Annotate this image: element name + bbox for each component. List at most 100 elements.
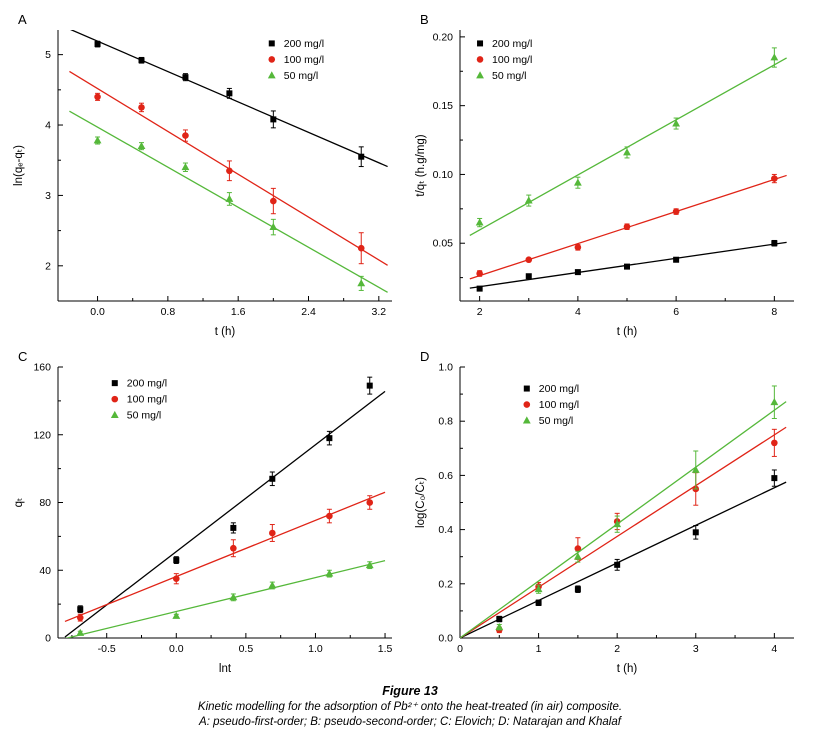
panel-letter: C [18,349,27,364]
panel-letter: B [420,12,429,27]
square-marker [525,273,532,280]
triangle-marker [229,593,238,601]
triangle-marker [524,196,533,204]
circle-marker [771,175,778,182]
legend-label: 100 mg/l [284,54,324,66]
y-tick-label: 0.6 [438,470,453,482]
square-marker [523,385,530,392]
y-tick-label: 3 [45,190,51,202]
triangle-marker [573,178,582,186]
x-tick-label: 1 [536,643,542,655]
square-marker [771,475,778,482]
series-100-mg-l [460,426,787,638]
y-tick-label: 2 [45,260,51,272]
legend-label: 100 mg/l [539,399,579,411]
chart-grid: A 0.0 0.8 1.6 2.4 3.2 2 3 4 5 t (h) ln(qₑ-qₜ) 200 mg… [8,6,812,680]
circle-marker [326,512,333,520]
triangle-marker [623,148,631,156]
square-marker [574,586,581,593]
y-axis-label: ln(qₑ-qₜ) [13,145,25,186]
triangle-marker [172,611,181,619]
series-100-mg-l [69,70,388,266]
triangle-marker [267,71,276,79]
series-100-mg-l [64,491,386,623]
legend-label: 50 mg/l [492,70,526,82]
circle-marker [771,439,778,447]
x-axis-label: lnt [219,663,232,675]
fit-line [460,426,787,638]
series-200-mg-l [460,469,787,638]
axes [459,30,794,302]
square-marker [270,116,277,123]
legend: 200 mg/l 100 mg/l 50 mg/l [267,38,324,82]
square-marker [771,240,778,247]
caption-line-1: Kinetic modelling for the adsorption of … [197,701,623,713]
square-marker [535,599,542,606]
x-tick-label: 3.2 [372,306,387,318]
circle-marker [672,208,680,215]
square-marker [624,263,630,270]
triangle-marker [137,141,146,150]
legend-label: 200 mg/l [539,383,579,395]
square-marker [574,269,581,276]
x-tick-label: 6 [673,306,679,318]
x-tick-label: 2.4 [301,306,316,318]
x-tick-label: 4 [575,306,581,318]
panel-letter: A [18,12,27,27]
square-marker [692,529,699,536]
x-tick-label: 3 [693,643,699,655]
fit-line [70,30,388,168]
square-marker [496,616,503,623]
circle-marker [476,56,484,63]
triangle-marker [475,218,484,226]
x-tick-label: 0.0 [169,643,184,655]
circle-marker [357,244,365,252]
square-marker [476,285,483,292]
square-marker [138,57,145,64]
square-marker [77,606,84,613]
legend-label: 50 mg/l [284,70,318,82]
x-axis-label: t (h) [617,663,638,675]
axes [459,366,794,639]
square-marker [230,524,237,531]
y-tick-label: 0.10 [433,169,454,181]
triangle-marker [770,398,779,406]
series-50-mg-l [469,47,787,237]
square-marker [269,475,276,482]
triangle-marker [534,585,543,593]
circle-marker [270,197,277,205]
triangle-marker [268,581,277,589]
x-tick-label: 0.0 [90,306,105,318]
series-200-mg-l [469,239,787,292]
square-marker [94,41,101,48]
fit-line [64,390,386,638]
series-50-mg-l [69,110,388,293]
legend-label: 50 mg/l [539,415,573,427]
axes [57,30,392,302]
square-marker [477,40,484,47]
triangle-marker [93,136,102,144]
x-tick-label: 1.5 [378,643,393,655]
circle-marker [226,167,233,175]
circle-marker [138,104,145,111]
circle-marker [574,244,582,251]
y-tick-label: 0 [45,633,51,645]
circle-marker [111,395,119,403]
chart-panel-d: D 0 1 2 3 4 0.0 0.2 0.4 0.6 0.8 1.0 t (h) log(C₀/Cₜ) 2… [410,343,812,680]
y-axis-label: t/qₜ (h.g/mg) [415,134,427,196]
circle-marker [94,93,101,101]
x-tick-label: 1.6 [231,306,246,318]
x-tick-label: 4 [771,643,777,655]
x-tick-label: 0 [457,643,463,655]
circle-marker [574,545,582,552]
legend: 200 mg/l 100 mg/l 50 mg/l [522,383,579,427]
fit-line [460,481,787,638]
square-marker [226,90,233,97]
square-marker [614,561,621,568]
square-marker [366,382,373,389]
panel-letter: D [420,349,429,364]
x-tick-label: 8 [771,306,777,318]
y-tick-label: 0.2 [438,578,453,590]
legend-label: 200 mg/l [492,38,532,50]
